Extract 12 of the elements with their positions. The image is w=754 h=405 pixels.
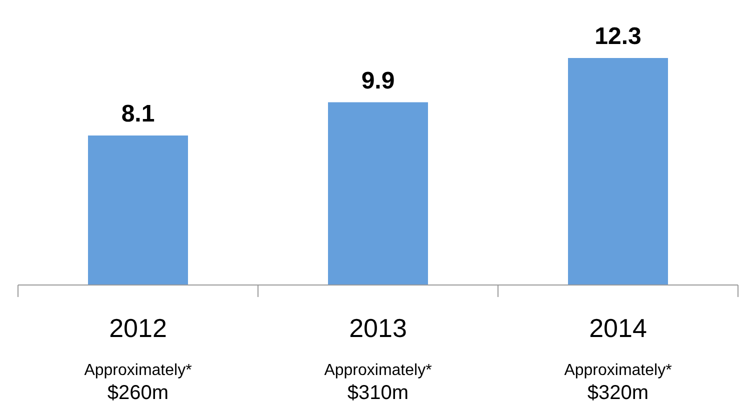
data-label: 9.9 (361, 67, 395, 94)
text: $320m (587, 382, 649, 404)
text: Approximately* (324, 362, 432, 379)
text: Approximately* (564, 362, 672, 379)
data-label: 8.1 (121, 100, 155, 128)
data-label: 12.3 (594, 23, 642, 50)
x-tick-label: 2013 (349, 313, 407, 343)
x-tick-label: 2012 (109, 313, 167, 343)
text: $310m (347, 382, 409, 404)
text: $260m (107, 382, 169, 404)
x-tick-label: 2014 (589, 313, 647, 343)
text: Approximately* (84, 362, 192, 379)
